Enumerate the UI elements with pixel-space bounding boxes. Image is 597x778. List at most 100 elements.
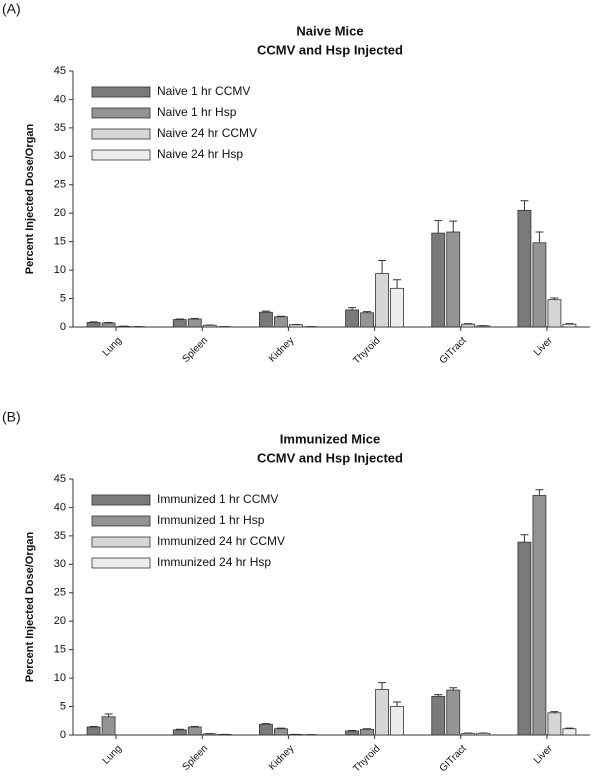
y-tick-label: 5 — [60, 292, 66, 304]
error-bar — [104, 321, 113, 324]
bar — [101, 716, 116, 736]
y-tick-label: 30 — [54, 150, 66, 162]
legend-label: Naive 1 hr CCMV — [157, 84, 250, 98]
x-tick-label: GITract — [438, 743, 469, 774]
y-tick-label: 35 — [54, 122, 66, 134]
error-bar — [363, 311, 372, 313]
bar — [86, 726, 101, 736]
y-tick-label: 30 — [54, 558, 66, 570]
chart-subtitle: CCMV and Hsp Injected — [257, 450, 403, 465]
y-tick-label: 45 — [54, 65, 66, 77]
y-axis-label: Percent Injected Dose/Organ — [24, 532, 36, 683]
bar — [390, 287, 404, 328]
bar — [562, 323, 577, 328]
legend-swatch — [91, 557, 151, 569]
error-bar — [190, 317, 199, 320]
error-bar — [348, 307, 357, 310]
x-tick-label: GITract — [438, 335, 469, 366]
y-tick-label: 15 — [54, 236, 66, 248]
y-tick-label: 40 — [54, 501, 66, 513]
legend-label: Naive 1 hr Hsp — [157, 105, 237, 119]
error-bar — [276, 315, 285, 317]
error-bar — [434, 220, 443, 234]
bar — [547, 299, 562, 328]
error-bar — [89, 321, 98, 323]
chart-title: Immunized Mice — [280, 431, 380, 446]
error-bar — [449, 687, 458, 691]
legend-swatch — [91, 536, 151, 548]
error-bar — [363, 728, 372, 730]
bar — [202, 324, 217, 328]
y-axis-label: Percent Injected Dose/Organ — [24, 124, 36, 275]
bar — [345, 730, 359, 736]
y-tick-label: 20 — [54, 615, 66, 627]
bar — [517, 209, 532, 328]
bar — [375, 273, 389, 328]
legend-swatch — [91, 86, 151, 98]
bar — [360, 312, 374, 328]
error-bar — [535, 489, 544, 496]
legend-swatch — [91, 515, 151, 527]
bar — [259, 311, 273, 328]
bar — [375, 689, 389, 736]
error-bar — [104, 713, 113, 717]
x-tick-label: Thyroid — [351, 743, 382, 774]
bar — [461, 323, 476, 328]
bar — [86, 322, 101, 328]
error-bar — [348, 729, 357, 732]
y-tick-label: 45 — [54, 473, 66, 485]
bar — [532, 242, 547, 328]
error-bar — [520, 534, 529, 543]
y-tick-label: 5 — [60, 700, 66, 712]
y-tick-label: 35 — [54, 530, 66, 542]
y-tick-label: 10 — [54, 264, 66, 276]
bar — [187, 726, 202, 736]
error-bar — [175, 728, 184, 730]
y-tick-label: 10 — [54, 672, 66, 684]
bar — [532, 495, 547, 736]
bar — [360, 728, 374, 736]
bar — [390, 706, 404, 736]
x-tick-label: Lung — [101, 335, 125, 359]
error-bar — [520, 200, 529, 211]
error-bar — [565, 727, 574, 729]
bar — [172, 319, 187, 328]
bar — [461, 732, 476, 736]
error-bar — [190, 725, 199, 728]
error-bar — [464, 323, 473, 325]
legend-label: Immunized 24 hr CCMV — [157, 534, 285, 548]
chart-title: Naive Mice — [296, 23, 363, 38]
error-bar — [449, 220, 458, 232]
error-bar — [393, 279, 402, 289]
x-tick-label: Thyroid — [351, 335, 382, 366]
x-tick-label: Kidney — [267, 743, 296, 772]
legend-label: Naive 24 hr CCMV — [157, 126, 257, 140]
legend-label: Immunized 1 hr CCMV — [157, 492, 278, 506]
y-tick-label: 0 — [60, 321, 66, 333]
error-bar — [175, 318, 184, 320]
x-tick-label: Spleen — [180, 743, 210, 773]
bar — [345, 309, 359, 328]
x-tick-label: Liver — [532, 335, 556, 359]
bar — [289, 324, 303, 328]
legend-swatch — [91, 149, 151, 161]
error-bar — [393, 701, 402, 707]
error-bar — [89, 725, 98, 728]
bar — [259, 723, 273, 736]
error-bar — [261, 723, 270, 725]
y-tick-label: 0 — [60, 729, 66, 741]
legend-label: Immunized 24 hr Hsp — [157, 555, 271, 569]
bar — [172, 729, 187, 736]
legend-swatch — [91, 494, 151, 506]
y-tick-label: 15 — [54, 644, 66, 656]
legend-swatch — [91, 107, 151, 119]
error-bar — [378, 259, 387, 274]
legend-label: Immunized 1 hr Hsp — [157, 513, 265, 527]
x-tick-label: Spleen — [180, 335, 210, 365]
error-bar — [276, 727, 285, 729]
error-bar — [261, 310, 270, 313]
error-bar — [565, 323, 574, 325]
bar — [101, 322, 116, 328]
error-bar — [378, 682, 387, 690]
